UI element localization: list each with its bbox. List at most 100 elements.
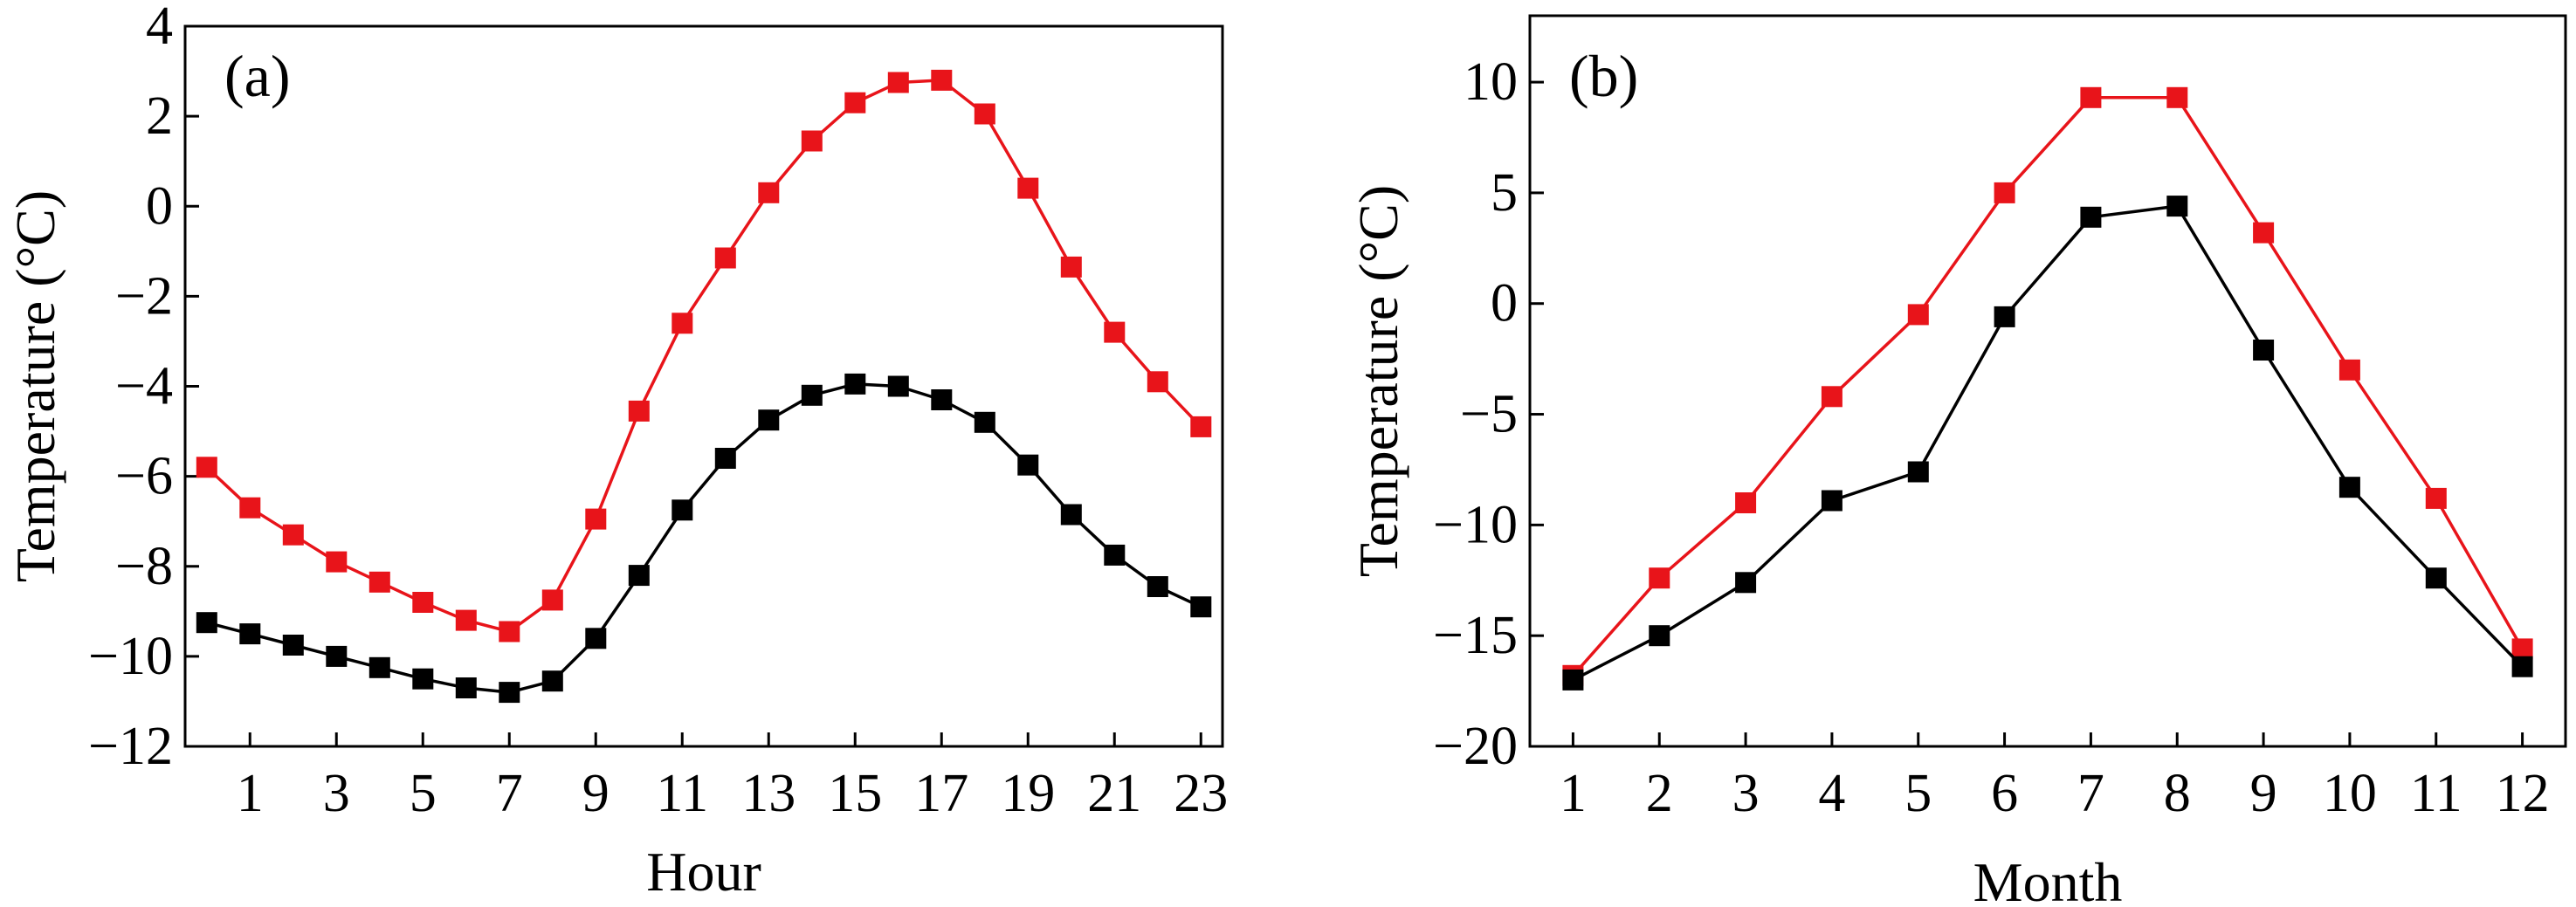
data-point-black-a — [887, 375, 909, 397]
series-line-black-b — [1572, 204, 2524, 682]
y-tick-label-a: −4 — [115, 357, 173, 416]
data-point-black-a — [974, 411, 995, 433]
data-point-black-b — [1821, 490, 1842, 512]
data-point-red-a — [1060, 256, 1082, 278]
x-tick-label-b: 1 — [1560, 764, 1587, 823]
data-point-black-a — [758, 409, 780, 431]
x-tick-label-a: 3 — [323, 764, 350, 823]
data-point-black-a — [585, 628, 607, 649]
data-point-red-a — [499, 621, 520, 642]
data-point-red-a — [1104, 321, 1126, 343]
data-point-black-a — [1147, 576, 1168, 597]
data-point-red-a — [931, 69, 953, 91]
data-point-black-a — [326, 645, 348, 667]
data-point-red-a — [1190, 416, 1212, 437]
data-point-black-a — [239, 623, 261, 645]
data-point-black-b — [1735, 572, 1757, 594]
data-point-red-a — [412, 592, 434, 613]
data-point-black-a — [801, 384, 823, 406]
data-point-black-b — [2080, 206, 2102, 228]
y-axis-title-a: Temperature (°C) — [4, 190, 66, 582]
x-axis-title-b: Month — [1973, 851, 2123, 907]
data-point-red-b — [2253, 222, 2275, 244]
data-point-black-a — [1104, 544, 1126, 566]
data-point-black-b — [2338, 477, 2360, 498]
y-tick-label-a: 0 — [146, 176, 173, 236]
data-point-red-a — [758, 182, 780, 203]
data-point-red-b — [1735, 492, 1757, 513]
x-tick-label-b: 2 — [1646, 764, 1673, 823]
x-tick-label-b: 5 — [1904, 764, 1932, 823]
series-line-red-a — [205, 79, 1202, 634]
data-point-red-a — [282, 524, 304, 546]
x-tick-label-b: 6 — [1991, 764, 2018, 823]
x-tick-label-b: 3 — [1732, 764, 1760, 823]
data-point-red-a — [1017, 177, 1039, 199]
data-point-black-a — [1060, 504, 1082, 526]
data-point-black-b — [2253, 340, 2275, 361]
data-point-red-a — [196, 457, 217, 478]
x-tick-label-a: 9 — [582, 764, 610, 823]
y-tick-label-a: −6 — [115, 447, 173, 506]
data-point-red-a — [326, 551, 348, 573]
x-tick-label-a: 21 — [1087, 764, 1141, 823]
data-point-red-a — [1147, 371, 1168, 393]
y-tick-label-b: −20 — [1433, 717, 1518, 776]
data-point-black-a — [1190, 596, 1212, 618]
y-tick-label-a: 4 — [146, 0, 173, 56]
y-tick-label-b: 10 — [1464, 52, 1518, 112]
x-tick-label-b: 12 — [2496, 764, 2550, 823]
data-point-black-a — [714, 448, 736, 469]
x-tick-label-a: 7 — [496, 764, 523, 823]
x-tick-label-b: 11 — [2410, 764, 2462, 823]
data-point-black-b — [1562, 669, 1584, 691]
y-tick-label-b: 5 — [1491, 163, 1518, 223]
data-point-black-a — [844, 373, 866, 395]
x-tick-label-a: 11 — [656, 764, 708, 823]
data-point-red-b — [2166, 86, 2188, 108]
data-point-black-a — [196, 612, 217, 634]
x-tick-label-a: 1 — [237, 764, 264, 823]
y-tick-label-a: 2 — [146, 86, 173, 146]
x-tick-label-b: 10 — [2323, 764, 2377, 823]
y-tick-label-a: −8 — [115, 537, 173, 596]
data-point-black-a — [541, 670, 563, 692]
series-line-black-a — [206, 382, 1202, 694]
data-point-red-a — [672, 313, 693, 334]
data-point-red-b — [2080, 86, 2102, 108]
y-tick-label-a: −10 — [88, 627, 173, 686]
series-line-red-b — [1572, 96, 2524, 677]
data-point-black-b — [2166, 196, 2188, 217]
panel-label-a: (a) — [224, 43, 290, 109]
data-point-red-b — [1907, 304, 1929, 326]
x-tick-label-a: 23 — [1174, 764, 1228, 823]
x-tick-label-a: 17 — [914, 764, 968, 823]
data-point-black-a — [368, 656, 390, 678]
data-point-red-b — [2338, 359, 2360, 381]
y-axis-title-b: Temperature (°C) — [1347, 185, 1409, 577]
plot-frame-b — [1528, 14, 2567, 748]
data-point-black-a — [282, 635, 304, 656]
y-tick-label-b: −15 — [1433, 606, 1518, 665]
data-point-red-a — [239, 497, 261, 519]
data-point-black-b — [1907, 461, 1929, 483]
data-point-black-a — [412, 668, 434, 690]
data-point-red-a — [585, 508, 607, 530]
data-point-black-b — [1649, 625, 1670, 647]
data-point-black-a — [455, 677, 477, 698]
data-point-red-a — [844, 92, 866, 113]
data-point-red-b — [2425, 487, 2447, 509]
data-point-red-b — [1821, 386, 1842, 408]
data-point-black-a — [931, 389, 953, 410]
data-point-red-b — [2511, 638, 2533, 660]
y-tick-label-b: −10 — [1433, 495, 1518, 554]
data-point-black-a — [499, 682, 520, 704]
data-point-black-a — [672, 499, 693, 521]
data-point-black-a — [628, 565, 650, 587]
data-point-red-b — [1649, 567, 1670, 589]
x-tick-label-b: 7 — [2077, 764, 2104, 823]
x-tick-label-b: 8 — [2164, 764, 2191, 823]
